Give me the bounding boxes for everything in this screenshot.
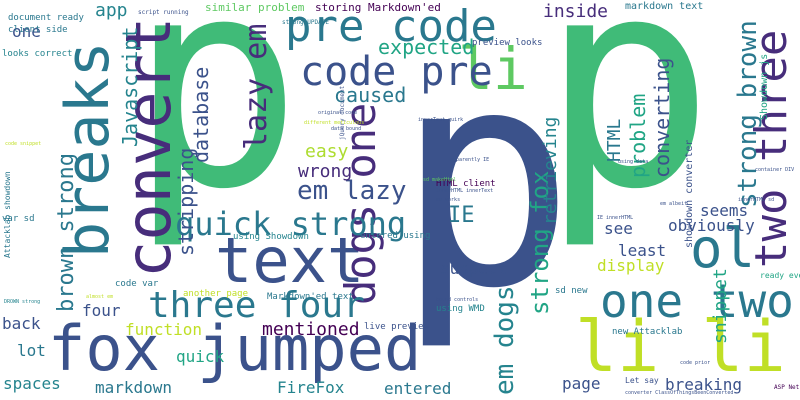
- word-new-attacklab: new Attacklab: [612, 327, 683, 337]
- word-spaces: spaces: [3, 374, 61, 393]
- word-markdowned-text: Markdown'ed text: [267, 292, 354, 302]
- word-document-ready: document ready: [8, 13, 84, 23]
- word-using-showdown: using Showdown: [233, 232, 309, 242]
- word-p-large-center: p: [395, 5, 576, 354]
- word-fox-jumped: fox jumped: [48, 312, 422, 385]
- word-asp-net: ASP Net: [774, 384, 800, 391]
- word-markdown: markdown: [95, 378, 173, 397]
- word-display: display: [597, 256, 665, 275]
- word-ie-innerhtml: IE innerHTML: [597, 215, 634, 221]
- word-container-div: container DIV: [755, 167, 795, 173]
- word-retrieving: retrieving: [540, 116, 561, 225]
- word-wrong: wrong: [298, 161, 353, 182]
- word-snippet: snippet: [710, 268, 731, 344]
- word-looks-correct: looks correct: [2, 49, 73, 59]
- word-storing-markdowned: storing Markdown'ed: [315, 1, 441, 14]
- word-em-works: em works: [436, 197, 461, 203]
- word-markdown-text: markdown text: [625, 1, 704, 12]
- word-firefox: FireFox: [277, 378, 345, 397]
- word-problem: problem: [626, 93, 650, 178]
- word-similar-problem: similar problem: [205, 1, 305, 14]
- word-preview-looks: preview looks: [472, 38, 543, 48]
- word-expected: expected: [378, 35, 475, 59]
- word-stripping: stripping: [174, 147, 198, 256]
- word-p-large-left: p: [128, 0, 303, 253]
- word-entered: entered: [384, 379, 452, 398]
- word-html-client: HTML client: [436, 179, 496, 189]
- word-code-prior: code prior: [680, 360, 711, 366]
- word-innerhtml-innertext: innerHTML innerText: [436, 188, 494, 194]
- word-see: see: [604, 219, 633, 238]
- word-using-data: using data: [618, 159, 649, 165]
- word-converting: converting: [650, 57, 674, 178]
- word-page: page: [562, 374, 601, 393]
- word-caused: caused: [334, 83, 407, 107]
- word-strong-brown: strong brown: [733, 20, 763, 208]
- word-var-sd: var sd: [2, 214, 35, 224]
- word-code-snippet: code snippet: [5, 141, 42, 147]
- word-showdown-js: Showdown js: [759, 53, 770, 120]
- word-different-meticulous: different meticulous: [304, 120, 365, 126]
- word-script-running: script running: [138, 9, 189, 16]
- word-four: four: [82, 301, 121, 320]
- word-strong-update: strong UPDATE: [282, 19, 329, 26]
- word-drown-strong: DROWN strong: [4, 299, 41, 305]
- word-apparently-ie: apparently IE: [450, 157, 490, 163]
- word-client-side: client side: [8, 25, 68, 35]
- word-inside: inside: [543, 1, 609, 22]
- word-sd-new: sd new: [555, 286, 588, 296]
- word-mentioned: mentioned: [262, 319, 360, 340]
- word-ie: IE: [448, 203, 475, 228]
- word-li: li: [458, 35, 528, 103]
- word-another-page: another page: [183, 289, 249, 299]
- word-bound-controls: bound controls: [436, 297, 479, 303]
- word-least: least: [618, 241, 667, 260]
- word-em-albeit: em albeit: [660, 201, 688, 207]
- word-code-var: code var: [115, 279, 159, 289]
- word-three-four: three four: [148, 285, 365, 326]
- word-obviously: obviously: [668, 216, 755, 235]
- word-ol: ol: [690, 217, 756, 280]
- word-innerhtml-sd: innerHTML sd: [738, 197, 775, 203]
- word-function: function: [125, 320, 203, 339]
- word-entered-using: entered using: [360, 231, 431, 241]
- word-suspect: suspect: [440, 259, 508, 278]
- word-almost-em: almost em: [86, 294, 114, 300]
- word-quick-strong: quick strong: [175, 205, 407, 243]
- word-p-large-right: p: [540, 0, 715, 253]
- word-pre-code: pre code: [285, 1, 497, 52]
- word-javascript: Javascript: [118, 26, 142, 147]
- word-lot: lot: [17, 341, 46, 360]
- word-app: app: [95, 0, 128, 21]
- word-data-bound: data bound: [331, 126, 362, 132]
- word-seems: seems: [700, 201, 749, 220]
- word-em-lazy: em lazy: [297, 176, 407, 206]
- word-one: one: [12, 22, 41, 41]
- word-quick: quick: [176, 347, 225, 366]
- word-li-li: li li: [575, 306, 786, 388]
- word-lazy-em: lazy em: [239, 23, 274, 150]
- word-code-pre: code pre: [300, 49, 493, 95]
- word-converter-classofthingsbeenconverted: converter ClassOfThingsBeenConverted: [625, 390, 734, 396]
- word-breaking: breaking: [665, 375, 743, 394]
- word-innertext-quirk: innerText quirk: [418, 117, 464, 123]
- word-text: text: [215, 224, 365, 297]
- word-original-code: original code: [318, 110, 358, 116]
- word-one-two: one two: [600, 274, 794, 328]
- word-back: back: [2, 314, 41, 333]
- word-html: HTML: [604, 118, 625, 162]
- word-ready-event: ready event: [760, 271, 800, 280]
- word-em-dogs: em dogs: [490, 285, 520, 395]
- word-easy: easy: [305, 141, 349, 162]
- word-live-preview: live preview: [364, 322, 430, 332]
- word-showdown-converter: showdown converter: [684, 139, 695, 248]
- word-sd-makehtml: sd makeHtml: [423, 177, 457, 183]
- word-brown-strong: brown strong: [54, 153, 79, 312]
- word-using-wmd: using WMD: [436, 304, 485, 314]
- word-let-say: Let say: [625, 376, 659, 385]
